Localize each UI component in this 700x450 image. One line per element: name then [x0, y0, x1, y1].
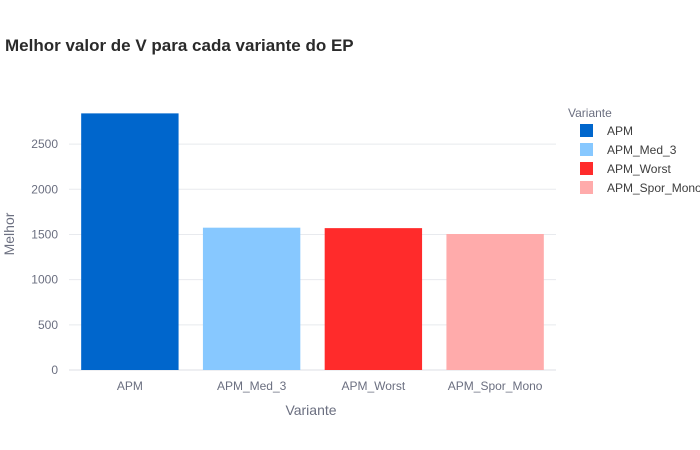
legend-swatch[interactable]	[580, 162, 593, 175]
y-axis-title: Melhor	[1, 212, 17, 255]
x-tick-label: APM_Med_3	[217, 379, 287, 393]
legend-swatch[interactable]	[580, 143, 593, 156]
x-axis-title: Variante	[285, 402, 336, 418]
bars	[81, 113, 544, 370]
y-tick-label: 0	[51, 363, 58, 377]
bar-apm-spor-mono[interactable]	[446, 234, 544, 370]
y-tick-label: 1500	[31, 227, 58, 241]
bar-apm-med-3[interactable]	[202, 227, 301, 370]
legend-swatch[interactable]	[580, 124, 593, 137]
y-tick-labels: 0 500 1000 1500 2000 2500	[31, 137, 58, 377]
legend-label[interactable]: APM	[607, 124, 633, 138]
x-tick-labels: APM APM_Med_3 APM_Worst APM_Spor_Mono	[117, 379, 543, 393]
x-tick-label: APM	[117, 379, 143, 393]
x-tick-label: APM_Spor_Mono	[448, 379, 543, 393]
legend-label[interactable]: APM_Worst	[607, 162, 671, 176]
bar-apm[interactable]	[81, 113, 179, 370]
legend-swatch[interactable]	[580, 181, 593, 194]
legend: Variante APM APM_Med_3 APM_Worst APM_Spor_M…	[568, 106, 700, 195]
y-tick-label: 2000	[31, 182, 58, 196]
bar-apm-worst[interactable]	[324, 228, 423, 370]
y-tick-label: 2500	[31, 137, 58, 151]
y-tick-label: 1000	[31, 273, 58, 287]
legend-label[interactable]: APM_Spor_Mono	[607, 181, 700, 195]
y-tick-label: 500	[38, 318, 58, 332]
legend-label[interactable]: APM_Med_3	[607, 143, 677, 157]
legend-title: Variante	[568, 106, 612, 120]
chart-title: Melhor valor de V para cada variante do …	[5, 36, 354, 55]
x-tick-label: APM_Worst	[341, 379, 405, 393]
